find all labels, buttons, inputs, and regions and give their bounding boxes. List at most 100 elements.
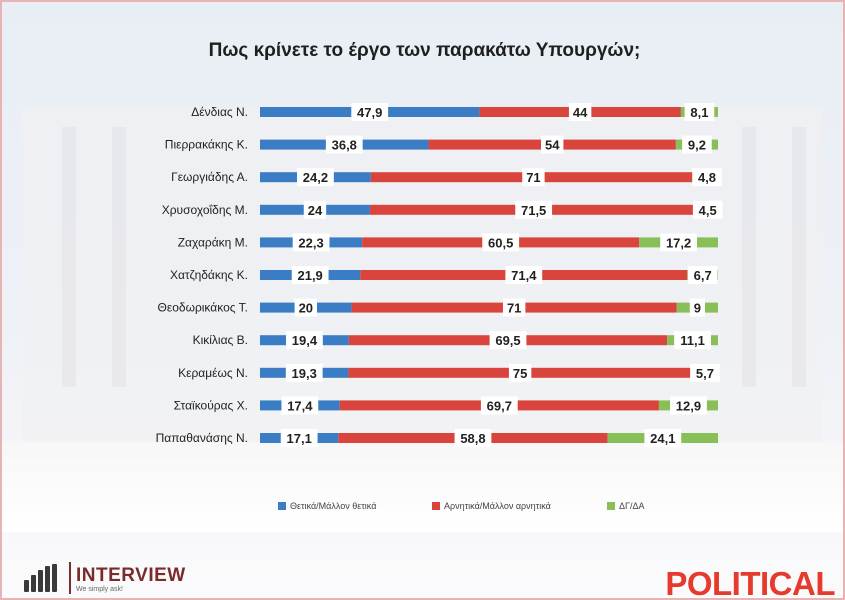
data-label: 47,9 [357, 105, 382, 120]
data-label-box [454, 429, 492, 447]
data-label: 60,5 [488, 235, 513, 250]
data-label: 17,4 [287, 398, 313, 413]
plaza-foreground [2, 442, 843, 532]
data-label: 5,7 [696, 366, 714, 381]
legend-label-positive: Θετικά/Μάλλον θετικά [290, 501, 377, 511]
legend-label-negative: Αρνητικά/Μάλλον αρνητικά [444, 501, 551, 511]
column-shape [742, 127, 756, 387]
interview-logo-separator [69, 562, 71, 594]
data-label-box [508, 363, 532, 382]
data-label-box [644, 429, 682, 447]
data-label: 22,3 [298, 235, 323, 250]
data-label: 11,1 [680, 333, 705, 348]
political-logo: POLITICAL [665, 565, 835, 600]
column-shape [112, 127, 126, 387]
data-label-box [674, 331, 711, 350]
data-label-box [351, 103, 389, 121]
data-label: 6,7 [694, 268, 712, 283]
chart-title: Πως κρίνετε το έργο των παρακάτω Υπουργώ… [208, 40, 641, 61]
data-label-box [692, 168, 722, 187]
legend-item-undecided: ΔΓ/ΔΑ [607, 501, 644, 511]
category-label: Παπαθανάσης Ν. [156, 431, 248, 445]
data-label: 69,7 [487, 398, 512, 413]
data-label-box [480, 396, 518, 415]
data-label: 8,1 [690, 105, 708, 120]
data-label: 24,1 [650, 431, 675, 446]
data-label: 4,8 [698, 170, 716, 185]
data-label-box [285, 363, 323, 382]
data-label: 71 [507, 301, 521, 316]
data-label-box [505, 266, 543, 284]
data-label: 44 [573, 105, 588, 120]
data-label-box [303, 200, 327, 219]
data-label-box [541, 135, 564, 154]
data-label-box [482, 233, 520, 252]
category-label: Χατζηδάκης Κ. [170, 268, 248, 282]
data-label: 54 [545, 138, 560, 153]
data-label-box [286, 331, 323, 350]
legend-label-undecided: ΔΓ/ΔΑ [619, 501, 645, 511]
data-label: 12,9 [676, 398, 701, 413]
data-label-box [292, 233, 330, 252]
data-label: 19,4 [292, 333, 318, 348]
data-label-box [522, 168, 545, 187]
interview-logo-text: INTERVIEW [76, 565, 186, 586]
column-shape [792, 127, 806, 387]
data-label-box [687, 266, 718, 284]
data-label: 71 [526, 170, 540, 185]
data-label-box [690, 363, 720, 382]
data-label-box [682, 135, 712, 154]
category-label: Ζαχαράκη Μ. [178, 235, 248, 249]
data-label: 21,9 [297, 268, 322, 283]
category-label: Γεωργιάδης Α. [171, 170, 248, 184]
data-label-box [297, 168, 334, 187]
data-label: 24 [308, 203, 323, 218]
category-label: Χρυσοχοΐδης Μ. [162, 203, 248, 217]
chart-legend: Θετικά/Μάλλον θετικά Αρνητικά/Μάλλον αρν… [272, 501, 692, 517]
data-label-box [515, 200, 553, 219]
data-label: 9 [694, 301, 701, 316]
data-label-box [568, 103, 592, 121]
data-label: 71,5 [521, 203, 546, 218]
data-label-box [489, 331, 527, 350]
interview-logo-tagline: We simply ask! [76, 586, 123, 593]
data-label-box [325, 135, 363, 154]
column-shape [62, 127, 76, 387]
data-label: 75 [513, 366, 527, 381]
category-label: Θεοδωρικάκος Τ. [158, 301, 248, 315]
interview-logo: INTERVIEW We simply ask! [24, 562, 224, 594]
data-label-box [291, 266, 329, 284]
data-label: 69,5 [495, 333, 520, 348]
data-label-box [670, 396, 707, 415]
data-label-box [280, 429, 318, 447]
data-label: 24,2 [303, 170, 328, 185]
data-label: 4,5 [699, 203, 717, 218]
category-label: Κεραμέως Ν. [178, 366, 248, 380]
data-label: 71,4 [511, 268, 537, 283]
data-label: 20 [299, 301, 313, 316]
legend-swatch-positive [278, 502, 286, 510]
category-label: Πιερρακάκης Κ. [165, 138, 248, 152]
category-label: Σταϊκούρας Χ. [174, 398, 248, 412]
legend-item-negative: Αρνητικά/Μάλλον αρνητικά [432, 501, 551, 511]
data-label: 9,2 [688, 138, 706, 153]
interview-logo-icon [24, 564, 64, 592]
data-label-box [684, 103, 715, 121]
data-label: 17,2 [666, 235, 691, 250]
data-label: 19,3 [292, 366, 317, 381]
data-label: 58,8 [460, 431, 485, 446]
data-label-box [689, 298, 705, 317]
legend-swatch-undecided [607, 502, 615, 510]
legend-item-positive: Θετικά/Μάλλον θετικά [278, 501, 376, 511]
data-label-box [692, 200, 723, 219]
data-label: 36,8 [332, 138, 357, 153]
legend-swatch-negative [432, 502, 440, 510]
data-label: 17,1 [287, 431, 312, 446]
data-label-box [281, 396, 319, 415]
data-label-box [660, 233, 698, 252]
data-label-box [294, 298, 317, 317]
data-label-box [502, 298, 526, 317]
category-label: Κικίλιας Β. [193, 333, 248, 347]
